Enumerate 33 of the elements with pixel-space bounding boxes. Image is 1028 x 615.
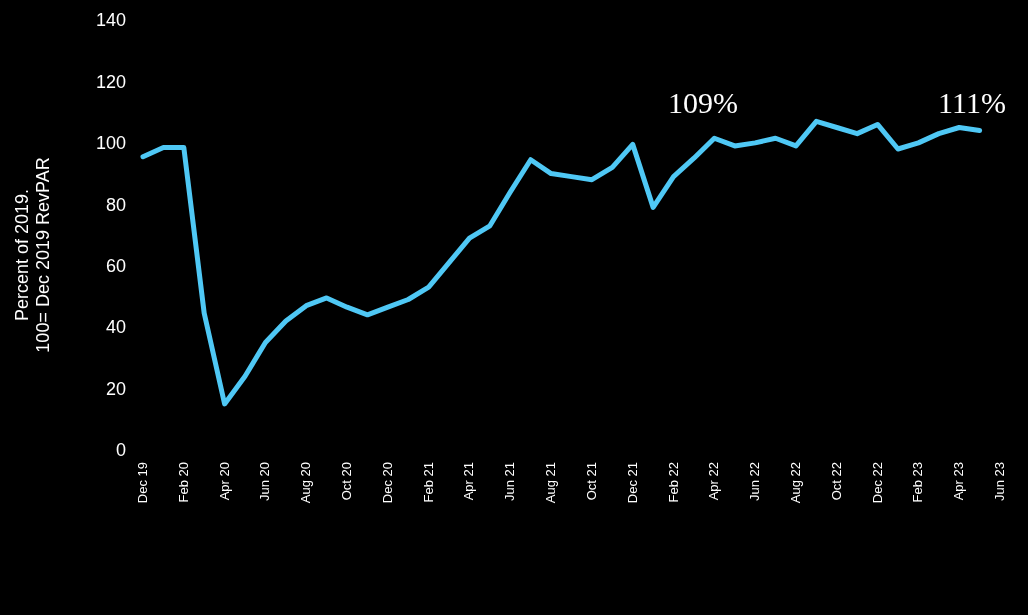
x-tick-label: Apr 23 <box>951 462 967 501</box>
y-tick-label: 120 <box>95 71 126 92</box>
x-tick-label: Oct 21 <box>583 462 599 501</box>
x-tick-label: Feb 23 <box>910 462 926 503</box>
y-tick-label: 20 <box>105 378 126 399</box>
x-tick-label: Dec 22 <box>869 462 885 504</box>
y-tick-label: 0 <box>115 440 126 461</box>
y-tick-label: 80 <box>105 194 126 215</box>
y-tick-label: 140 <box>95 10 126 31</box>
x-tick-label: Apr 20 <box>216 462 232 501</box>
x-tick-label: Aug 21 <box>543 462 559 504</box>
y-axis-title: Percent of 2019. 100= Dec 2019 RevPAR <box>12 157 53 353</box>
x-tick-label: Jun 23 <box>992 462 1007 502</box>
x-tick-label: Feb 21 <box>420 462 436 503</box>
annotation: 109% <box>668 86 738 119</box>
y-tick-label: 100 <box>95 133 126 154</box>
x-tick-label: Apr 22 <box>706 462 722 501</box>
x-tick-label: Dec 21 <box>624 462 640 504</box>
x-tick-label: Aug 20 <box>298 462 314 504</box>
x-tick-label: Dec 19 <box>135 462 150 504</box>
x-tick-label: Oct 20 <box>339 462 355 501</box>
y-tick-label: 60 <box>105 256 126 277</box>
x-tick-label: Dec 20 <box>379 462 395 504</box>
x-tick-label: Jun 22 <box>747 462 763 502</box>
x-tick-label: Oct 22 <box>828 462 844 501</box>
x-tick-label: Jun 21 <box>502 462 518 502</box>
x-tick-label: Apr 21 <box>461 462 477 501</box>
annotation: 111% <box>938 86 1006 119</box>
x-tick-label: Feb 22 <box>665 462 681 503</box>
y-tick-label: 40 <box>105 317 126 338</box>
x-tick-label: Aug 22 <box>787 462 803 504</box>
x-tick-label: Jun 20 <box>257 462 273 502</box>
x-tick-label: Feb 20 <box>175 462 191 503</box>
